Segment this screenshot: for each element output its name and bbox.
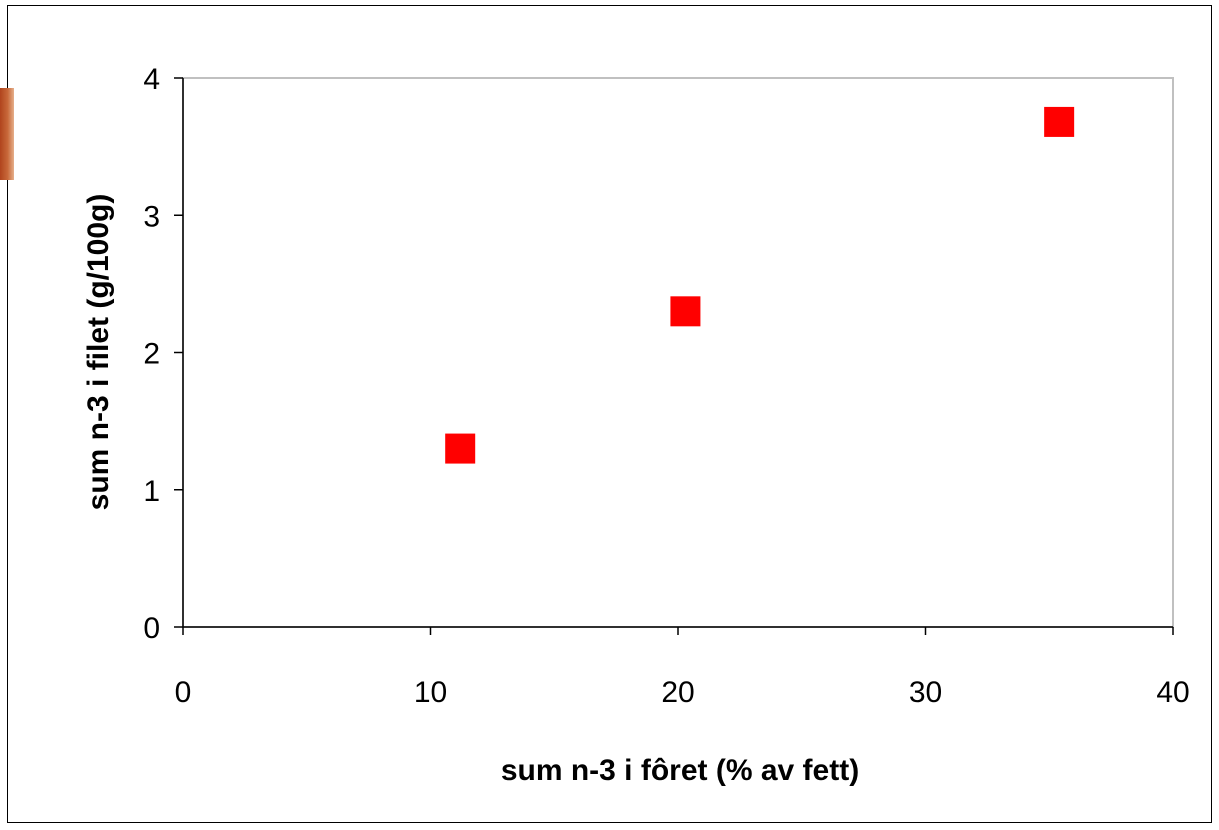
y-tick-label: 0	[143, 612, 160, 645]
x-tick-label: 30	[909, 676, 942, 709]
y-axis-ticks: 0 1 2 3 4	[143, 63, 183, 645]
y-tick-label: 3	[143, 200, 160, 233]
y-tick-label: 1	[143, 475, 160, 508]
background-image-strip	[0, 88, 14, 180]
x-tick-label: 0	[175, 676, 192, 709]
data-point	[1044, 106, 1075, 137]
x-axis-ticks: 0 10 20 30 40	[175, 627, 1190, 709]
x-tick-label: 20	[661, 676, 694, 709]
data-point	[670, 296, 701, 327]
data-point	[445, 433, 476, 464]
x-tick-label: 10	[414, 676, 447, 709]
axes	[182, 78, 1173, 628]
data-points	[445, 106, 1075, 464]
x-tick-label: 40	[1156, 676, 1189, 709]
plot-area	[182, 77, 1174, 628]
y-tick-label: 4	[143, 63, 160, 96]
y-tick-label: 2	[143, 338, 160, 371]
slide-frame	[7, 5, 1212, 823]
x-axis-title: sum n-3 i fôret (% av fett)	[501, 754, 859, 787]
y-axis-title: sum n-3 i filet (g/100g)	[82, 194, 115, 511]
